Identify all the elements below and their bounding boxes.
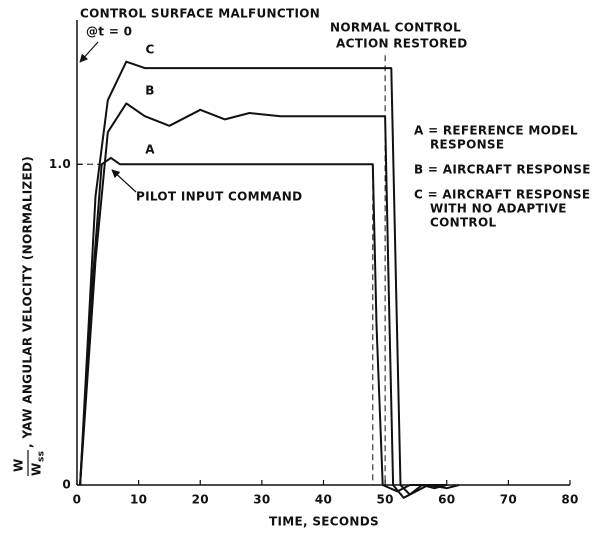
annotation: @t = 0 bbox=[86, 25, 132, 39]
arrow bbox=[111, 169, 137, 193]
annotation: PILOT INPUT COMMAND bbox=[136, 190, 302, 204]
series-label: C bbox=[145, 43, 154, 57]
x-tick-label: 20 bbox=[192, 493, 209, 507]
annotation: ACTION RESTORED bbox=[336, 37, 468, 51]
x-tick-label: 30 bbox=[253, 493, 270, 507]
x-tick-label: 60 bbox=[438, 493, 455, 507]
legend-text: B = AIRCRAFT RESPONSE bbox=[414, 163, 591, 177]
y-axis-label-group: W W ss , YAW ANGULAR VELOCITY (NORMALIZE… bbox=[12, 156, 47, 476]
series-label: B bbox=[145, 84, 154, 98]
y-axis-label: , YAW ANGULAR VELOCITY (NORMALIZED) bbox=[21, 156, 35, 448]
y-fraction-numerator: W bbox=[12, 458, 26, 472]
series-line bbox=[79, 102, 460, 499]
y-tick-label: 0 bbox=[62, 478, 71, 492]
annotation: NORMAL CONTROL bbox=[330, 21, 461, 35]
legend-text: CONTROL bbox=[430, 216, 496, 230]
x-tick-label: 10 bbox=[130, 493, 147, 507]
y-fraction-subscript: ss bbox=[37, 451, 47, 462]
series-line bbox=[79, 156, 447, 493]
legend-text: C = AIRCRAFT RESPONSE bbox=[414, 188, 590, 202]
series-line bbox=[79, 60, 448, 496]
y-fraction-denominator: W bbox=[30, 462, 44, 476]
annotation: CONTROL SURFACE MALFUNCTION bbox=[80, 7, 320, 21]
x-tick-label: 50 bbox=[376, 493, 393, 507]
x-tick-label: 40 bbox=[315, 493, 332, 507]
x-tick-label: 80 bbox=[561, 493, 578, 507]
arrow bbox=[79, 41, 99, 63]
legend-text: A = REFERENCE MODEL bbox=[414, 124, 578, 138]
legend-text: RESPONSE bbox=[430, 138, 504, 152]
legend-text: WITH NO ADAPTIVE bbox=[430, 202, 567, 216]
y-tick-label: 1.0 bbox=[49, 157, 71, 171]
x-tick-label: 0 bbox=[73, 493, 82, 507]
series-label: A bbox=[145, 143, 155, 157]
x-axis-label: TIME, SECONDS bbox=[269, 515, 379, 529]
x-tick-label: 70 bbox=[500, 493, 517, 507]
